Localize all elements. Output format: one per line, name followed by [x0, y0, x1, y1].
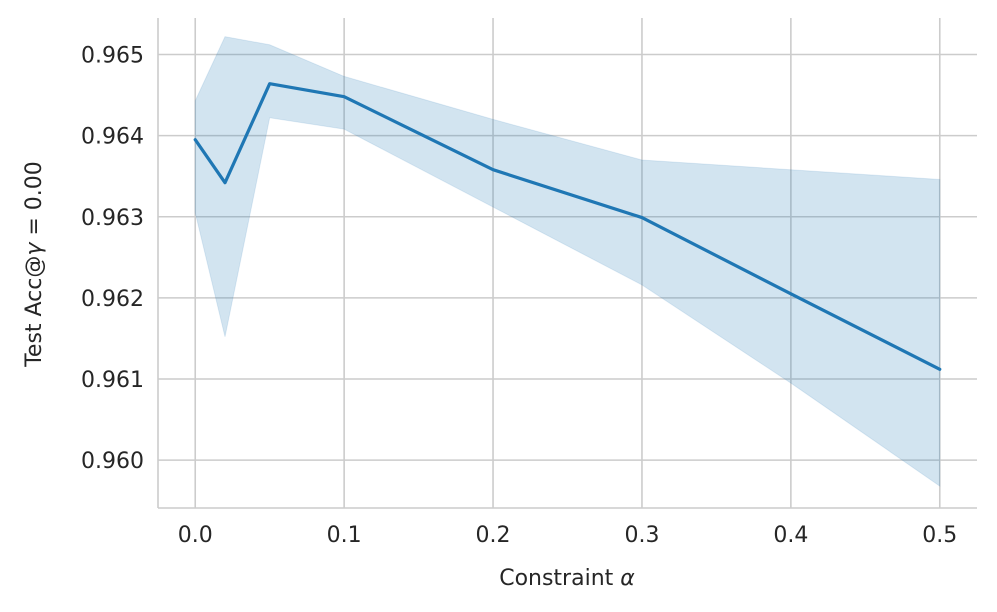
- x-tick-label: 0.1: [327, 523, 362, 548]
- y-tick-labels: 0.960 0.961 0.962 0.963 0.964 0.965: [81, 44, 144, 475]
- x-tick-label: 0.4: [773, 523, 808, 548]
- x-tick-label: 0.5: [922, 523, 957, 548]
- series-line-layer: [193, 82, 942, 371]
- x-tick-label: 0.0: [178, 523, 213, 548]
- y-axis-label-suffix: = 0.00: [22, 161, 47, 242]
- series-line: [193, 82, 942, 371]
- confidence-band-layer: [194, 36, 941, 488]
- y-axis-label-symbol: γ: [22, 242, 47, 256]
- y-axis-label-text: Test Acc@: [22, 256, 47, 368]
- y-tick-label: 0.965: [81, 44, 144, 69]
- x-tick-label: 0.3: [624, 523, 659, 548]
- y-tick-label: 0.964: [81, 125, 144, 150]
- x-axis-label-symbol: α: [620, 566, 635, 591]
- axes-spines: [157, 18, 977, 509]
- y-tick-label: 0.961: [81, 368, 144, 393]
- grid: [158, 18, 977, 508]
- x-tick-labels: 0.0 0.1 0.2 0.3 0.4 0.5: [178, 523, 958, 548]
- y-axis-label: Test Acc@γ = 0.00: [22, 161, 47, 368]
- y-tick-label: 0.963: [81, 206, 144, 231]
- x-axis-label-text: Constraint: [499, 566, 613, 591]
- x-axis-label: Constraint α: [499, 566, 635, 591]
- y-tick-label: 0.962: [81, 287, 144, 312]
- confidence-band: [194, 36, 941, 488]
- x-tick-label: 0.2: [476, 523, 511, 548]
- y-tick-label: 0.960: [81, 449, 144, 474]
